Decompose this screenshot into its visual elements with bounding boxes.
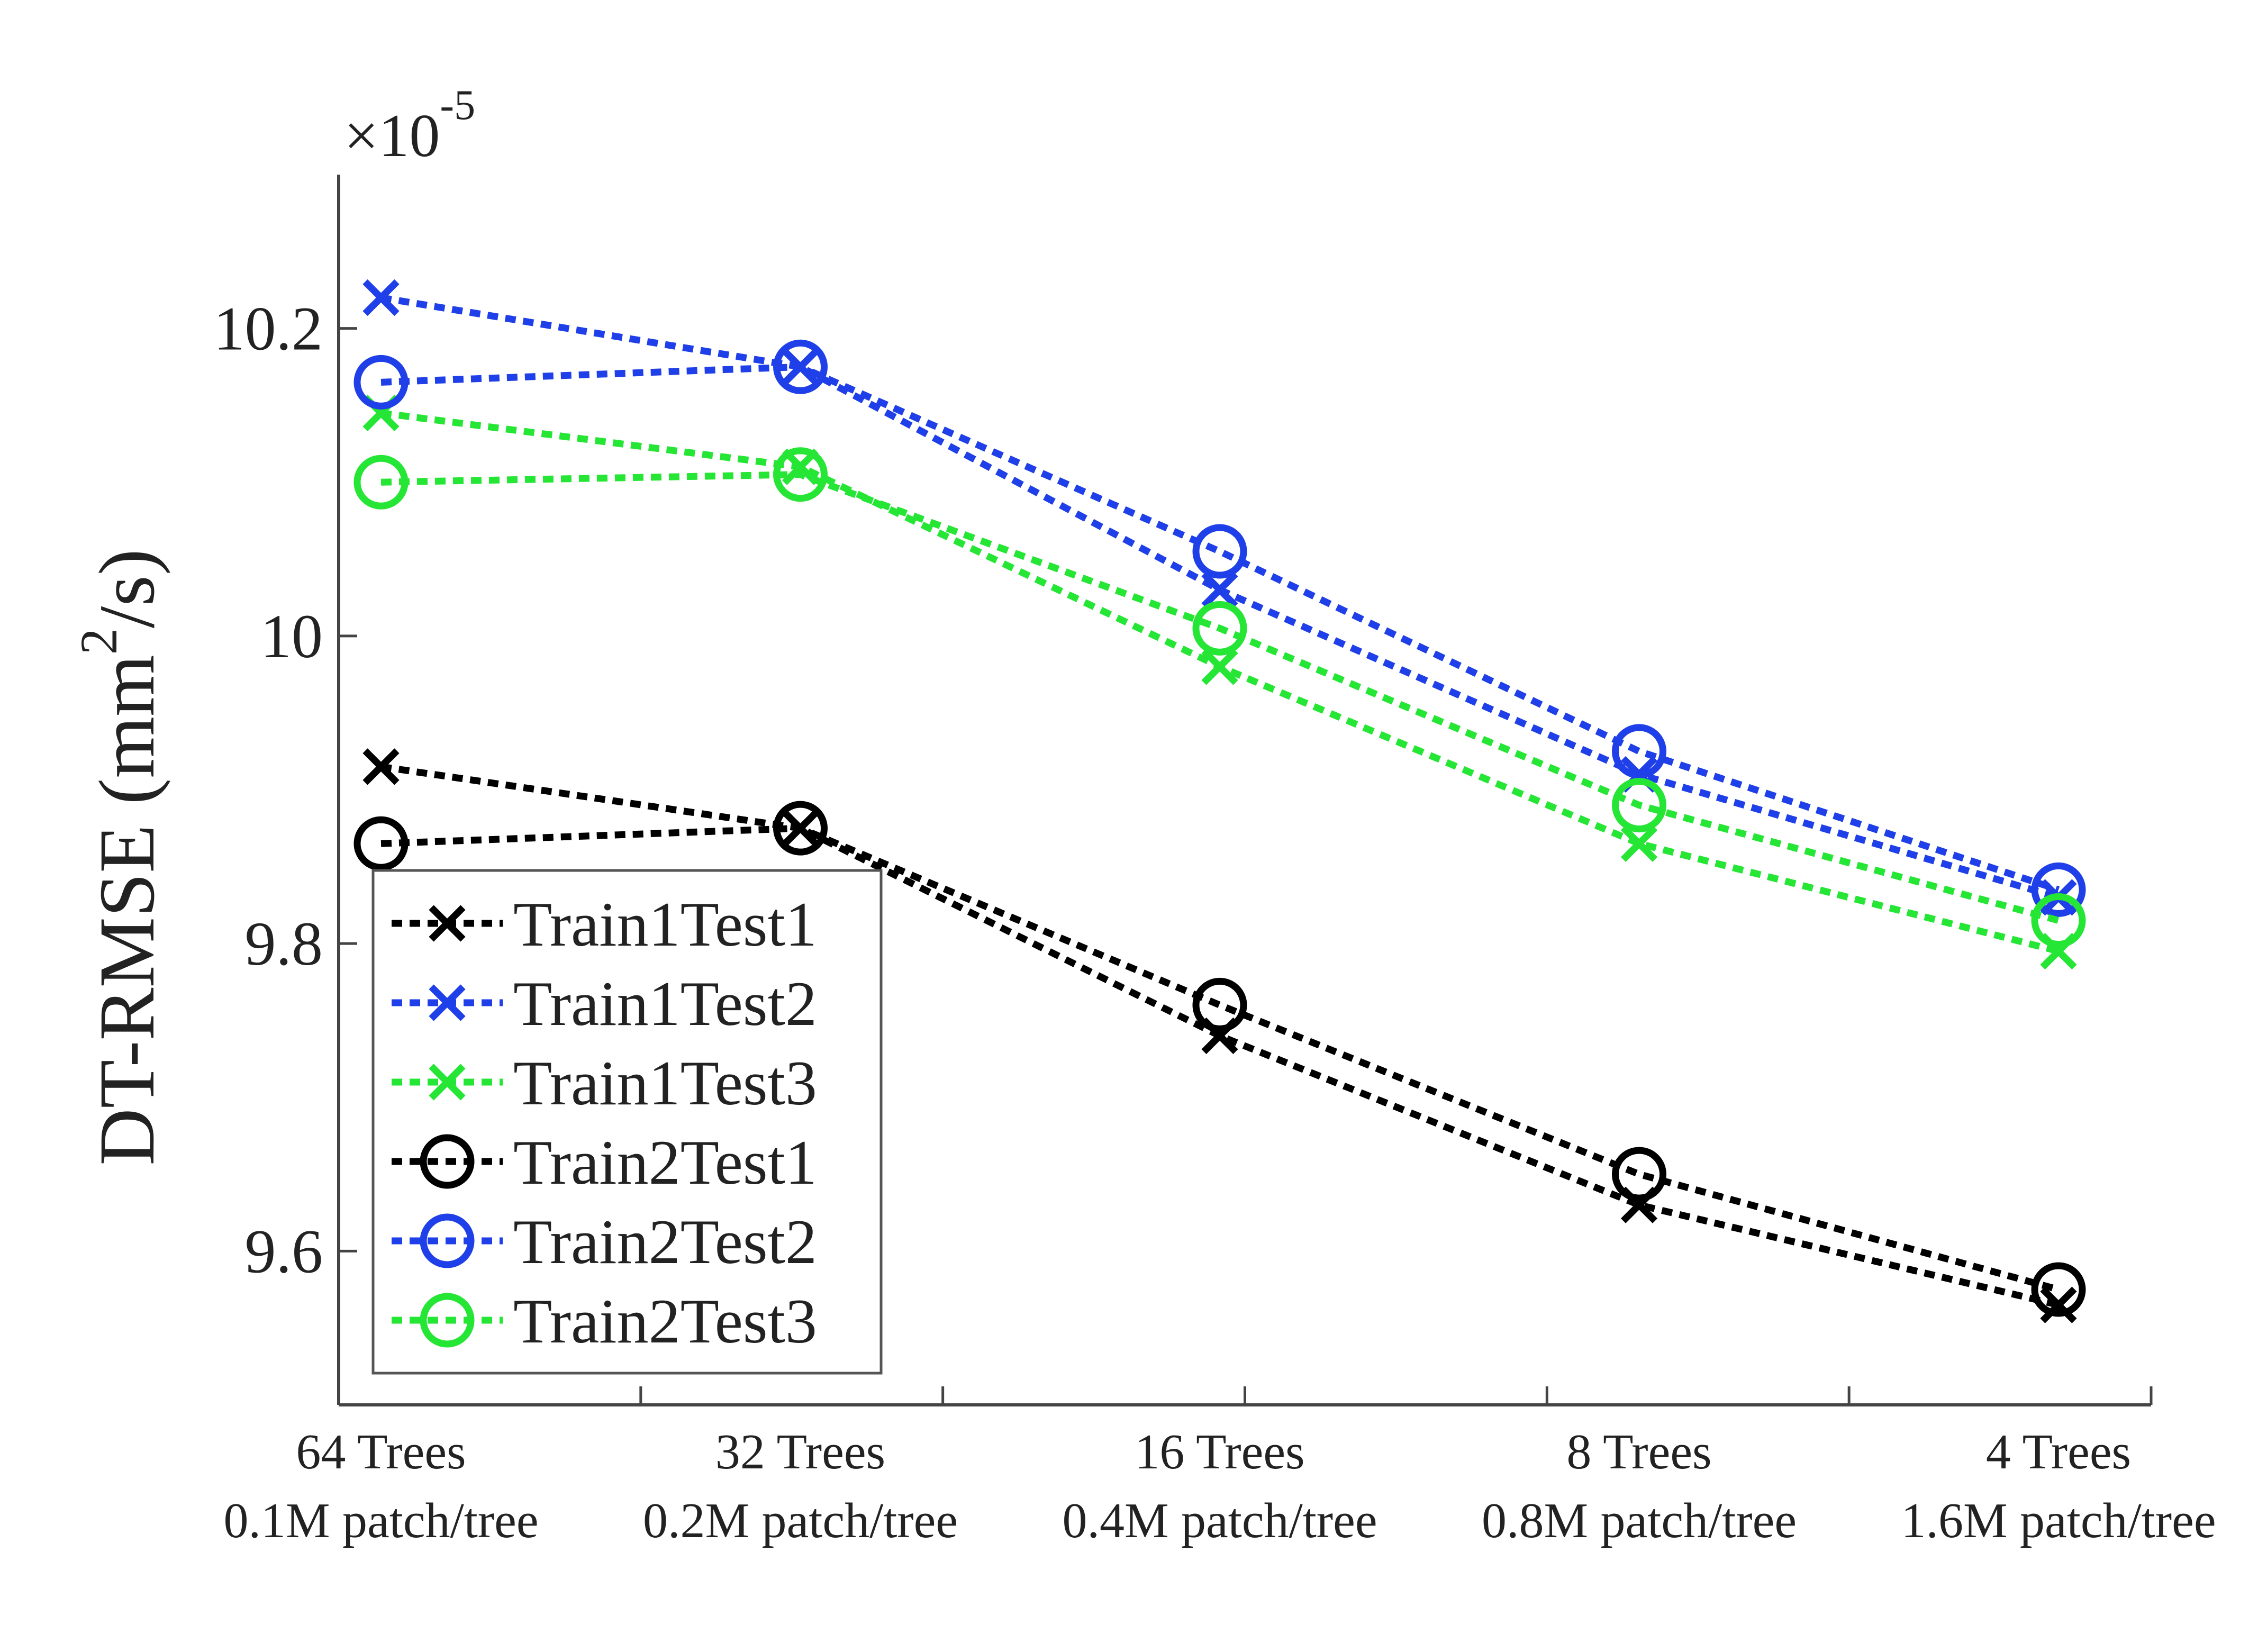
y-axis-label-tail: /s) xyxy=(83,549,171,628)
x-category-label-1: 32 Trees xyxy=(715,1424,885,1479)
point-train1test1-0-stroke-b xyxy=(362,748,400,785)
point-train2test1-4 xyxy=(2031,1262,2086,1317)
point-train1test3-3 xyxy=(1620,825,1658,862)
point-train1test2-2 xyxy=(1201,571,1238,609)
point-train2test1-0 xyxy=(353,816,409,871)
legend-marker-train2test3 xyxy=(420,1293,475,1348)
x-category-sublabel-0: 0.1M patch/tree xyxy=(223,1493,538,1548)
legend: Train1Test1 Train1Test2 Train1Test3 Train2T… xyxy=(371,869,883,1375)
point-train2test2-3 xyxy=(1612,724,1666,779)
legend-marker-train1test1 xyxy=(429,905,466,942)
legend-marker-train1test3-stroke-b xyxy=(429,1064,466,1101)
y-multiplier-base: ×10 xyxy=(344,102,440,170)
x-category-label-3: 8 Trees xyxy=(1566,1424,1711,1479)
legend-marker-train1test2-stroke-b xyxy=(429,984,466,1021)
x-category-label-0: 64 Trees xyxy=(296,1424,466,1479)
y-axis-label: DT-RMSE (mm2/s) xyxy=(69,549,171,1165)
point-train2test2-1 xyxy=(773,339,828,394)
point-train1test2-0-stroke-b xyxy=(362,279,400,316)
point-train2test1-2 xyxy=(1192,977,1247,1032)
legend-label-train1test3: Train1Test3 xyxy=(513,1048,817,1118)
point-train2test3-3 xyxy=(1612,778,1666,833)
y-tick-label-3: 10.2 xyxy=(214,294,323,364)
x-category-sublabel-4: 1.6M patch/tree xyxy=(1901,1493,2216,1548)
point-train2test3-0 xyxy=(353,455,409,510)
legend-marker-train1test2 xyxy=(429,984,466,1021)
point-train1test2-2-stroke-b xyxy=(1201,571,1238,609)
series-line-train2test3 xyxy=(380,471,2060,924)
y-tick-label-2: 10 xyxy=(260,602,323,671)
point-train2test3-1 xyxy=(773,447,828,502)
legend-label-train1test2: Train1Test2 xyxy=(513,968,817,1039)
legend-marker-train1test1-stroke-b xyxy=(429,905,466,942)
y-multiplier-exp: -5 xyxy=(440,82,475,129)
point-train1test2-0 xyxy=(362,279,400,316)
point-train2test1-1 xyxy=(773,801,828,856)
series-layer xyxy=(353,279,2086,1323)
y-tick-label-0: 9.6 xyxy=(245,1217,323,1286)
y-tick-label-1: 9.8 xyxy=(245,909,323,978)
point-train2test2-0 xyxy=(353,355,409,410)
point-train1test3-3-stroke-b xyxy=(1620,825,1658,862)
point-train1test1-4-stroke-b xyxy=(2040,1286,2077,1323)
legend-marker-train2test1 xyxy=(420,1134,475,1189)
labels: 9.6 9.8 10 10.2 64 Trees 0.1M patch/tree 32 Tr… xyxy=(69,82,2216,1548)
x-category-sublabel-3: 0.8M patch/tree xyxy=(1482,1493,1797,1548)
point-train1test1-4 xyxy=(2040,1286,2077,1323)
x-category-sublabel-1: 0.2M patch/tree xyxy=(643,1493,958,1548)
point-train2test1-3 xyxy=(1612,1147,1666,1202)
y-axis-label-sup: 2 xyxy=(69,628,128,655)
x-category-label-2: 16 Trees xyxy=(1135,1424,1304,1479)
point-train2test3-2 xyxy=(1192,601,1247,656)
point-train2test2-2 xyxy=(1192,524,1247,579)
x-category-label-4: 4 Trees xyxy=(1986,1424,2131,1479)
series-line-train2test2 xyxy=(380,363,2060,893)
legend-marker-train2test2 xyxy=(420,1213,475,1268)
legend-marker-train1test3 xyxy=(429,1064,466,1101)
y-multiplier: ×10-5 xyxy=(344,82,475,170)
point-train1test3-2 xyxy=(1201,648,1238,685)
x-category-sublabel-2: 0.4M patch/tree xyxy=(1062,1493,1377,1548)
legend-box xyxy=(371,869,883,1375)
y-axis-label-main: DT-RMSE (mm xyxy=(83,655,171,1165)
series-line-train2test1 xyxy=(380,824,2060,1293)
legend-label-train2test1: Train2Test1 xyxy=(513,1127,817,1197)
point-train1test1-0 xyxy=(362,748,400,785)
point-train1test3-2-stroke-b xyxy=(1201,648,1238,685)
point-train2test2-4 xyxy=(2031,862,2086,917)
legend-label-train1test1: Train1Test1 xyxy=(513,889,817,959)
legend-label-train2test3: Train2Test3 xyxy=(513,1286,817,1356)
axes xyxy=(337,175,2153,1406)
point-train2test3-4 xyxy=(2031,893,2086,948)
legend-label-train2test2: Train2Test2 xyxy=(513,1206,817,1277)
